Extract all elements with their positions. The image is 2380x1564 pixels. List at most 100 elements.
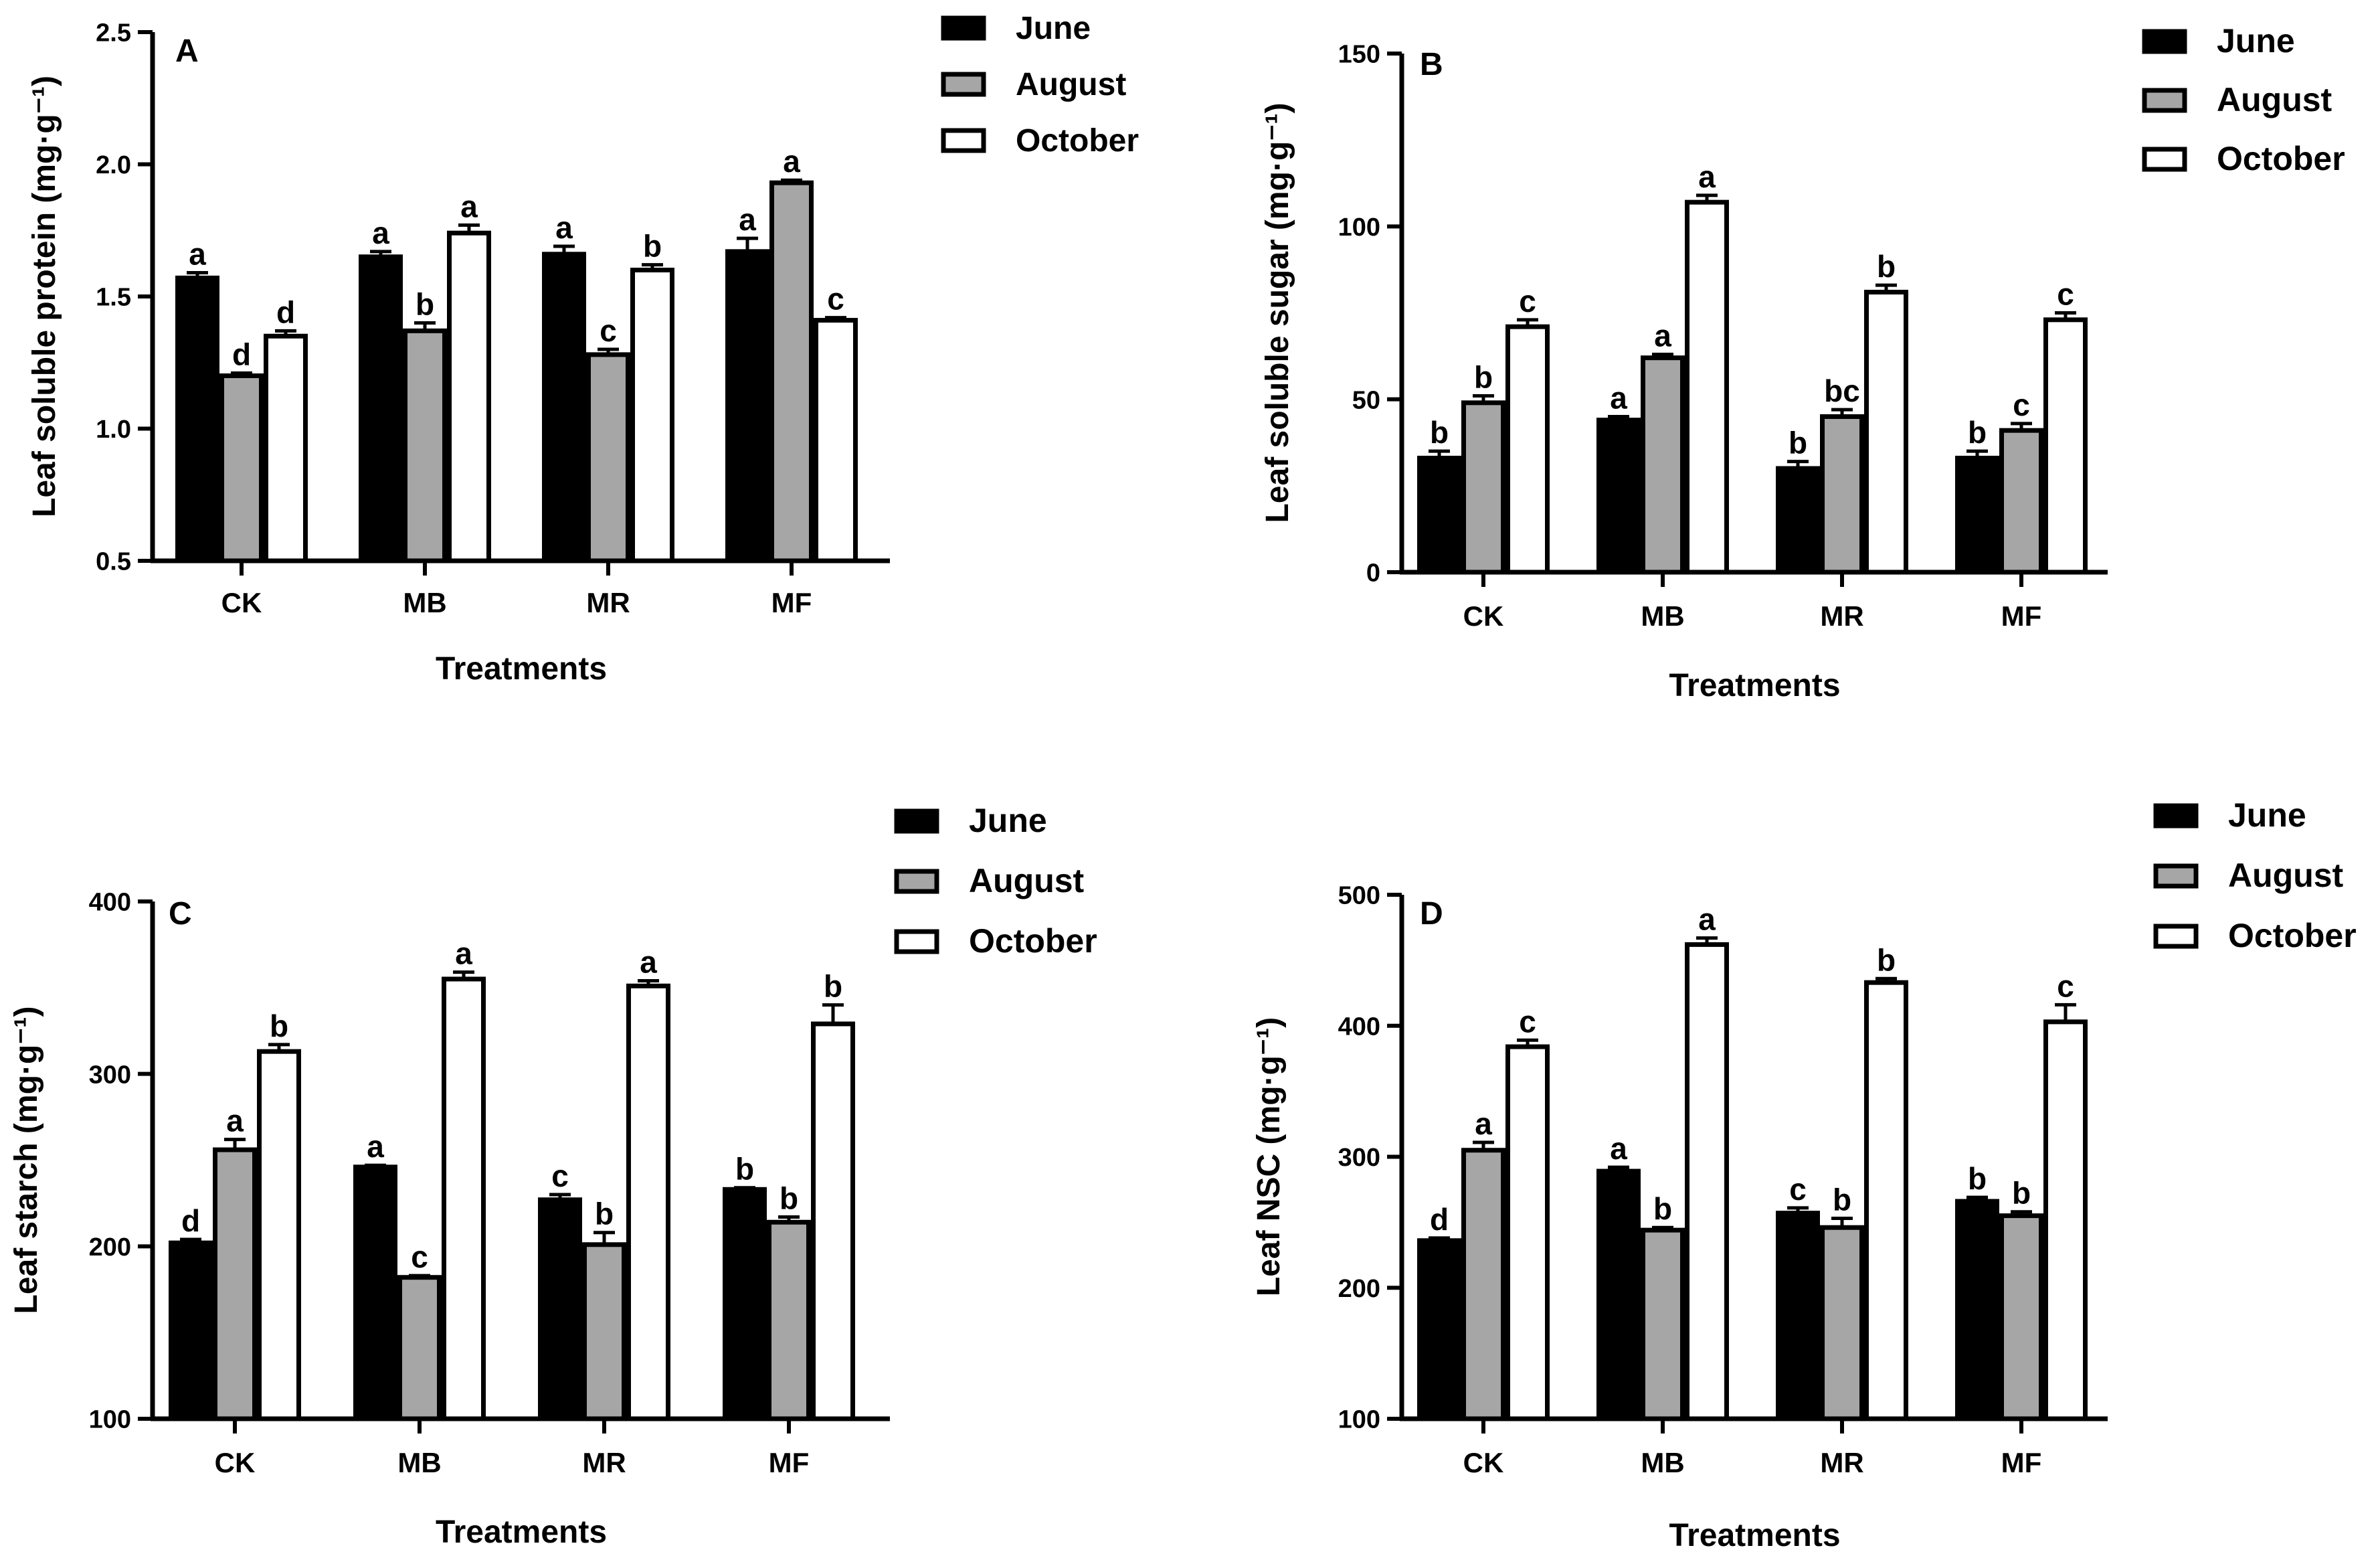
y-tick-label: 0.5	[96, 548, 131, 576]
panel-letter: B	[1420, 47, 1443, 82]
significance-letter: c	[2013, 387, 2030, 422]
legend-swatch	[894, 808, 939, 834]
significance-letter: d	[1430, 1202, 1449, 1237]
significance-letter: c	[1789, 1172, 1807, 1207]
y-tick-label: 200	[1338, 1275, 1380, 1303]
significance-letter: b	[1877, 249, 1896, 284]
bar-august-mf	[767, 1219, 811, 1421]
legend-label: October	[2217, 140, 2345, 177]
significance-letter: d	[276, 294, 295, 329]
bar-june-mr	[542, 252, 586, 563]
bar-october-mr	[1864, 290, 1908, 575]
significance-letter: b	[780, 1181, 798, 1216]
y-tick-label: 300	[89, 1061, 131, 1089]
bar-august-mf	[1999, 428, 2043, 575]
significance-letter: c	[411, 1239, 428, 1274]
significance-letter: b	[1430, 415, 1449, 450]
bar-october-mr	[626, 983, 670, 1421]
bar-june-mb	[1596, 418, 1641, 575]
significance-letter: a	[460, 189, 478, 224]
significance-letter: c	[600, 313, 617, 348]
bar-june-mf	[1955, 456, 1999, 575]
legend-swatch	[2142, 29, 2187, 54]
y-axis-label: Leaf soluble sugar (mg·g⁻¹)	[1260, 102, 1295, 523]
x-category-label: MF	[2001, 1447, 2042, 1478]
legend-label: June	[1016, 11, 1091, 46]
legend-label: August	[2217, 81, 2332, 118]
bar-october-mf	[814, 318, 858, 563]
bar-august-mr	[1820, 1225, 1864, 1421]
bar-october-ck	[264, 333, 308, 563]
y-tick-label: 2.5	[96, 19, 131, 48]
legend-swatch	[894, 929, 939, 954]
significance-letter: b	[735, 1152, 754, 1187]
chart-panel-d: 100 200 300 400 500 D Leaf NSC (mg·g⁻¹) Treatme…	[1251, 796, 2357, 1553]
x-category-label: CK	[215, 1447, 256, 1478]
x-category-label: MB	[1641, 1447, 1684, 1478]
y-tick-label: 200	[89, 1233, 131, 1262]
significance-letter: a	[1698, 902, 1716, 937]
legend-swatch	[941, 128, 986, 153]
x-category-label: MF	[769, 1447, 810, 1478]
significance-letter: c	[551, 1158, 569, 1193]
bar-june-mb	[1596, 1168, 1641, 1421]
bar-june-ck	[1417, 1238, 1461, 1421]
significance-letter: b	[270, 1009, 288, 1043]
chart-panel-c: 100 200 300 400 C Leaf starch (mg·g⁻¹) Treatme…	[9, 802, 1097, 1550]
bar-august-mr	[1820, 414, 1864, 575]
significance-letter: b	[595, 1197, 614, 1231]
y-axis-label: Leaf NSC (mg·g⁻¹)	[1251, 1017, 1287, 1296]
bar-august-mb	[403, 328, 447, 563]
legend-label: August	[969, 862, 1085, 899]
bar-august-ck	[1461, 1148, 1505, 1421]
significance-letter: a	[1654, 319, 1671, 353]
significance-letter: b	[1789, 426, 1807, 460]
significance-letter: b	[416, 287, 434, 322]
y-tick-label: 100	[1338, 213, 1380, 242]
significance-letter: a	[555, 210, 573, 245]
significance-letter: a	[739, 202, 756, 237]
bar-june-mb	[353, 1164, 397, 1421]
x-category-label: CK	[1463, 1447, 1504, 1478]
significance-letter: a	[783, 144, 800, 179]
significance-letter: d	[232, 337, 251, 372]
x-category-label: MB	[397, 1447, 441, 1478]
significance-letter: b	[1653, 1191, 1672, 1226]
significance-letter: b	[1877, 942, 1896, 977]
significance-letter: b	[1968, 415, 1987, 450]
y-tick-label: 300	[1338, 1144, 1380, 1172]
y-axis-label: Leaf starch (mg·g⁻¹)	[9, 1006, 44, 1314]
x-axis-label: Treatments	[1669, 668, 1840, 703]
significance-letter: a	[1475, 1106, 1492, 1141]
y-tick-label: 500	[1338, 882, 1380, 910]
bar-june-mf	[1955, 1199, 1999, 1421]
significance-letter: a	[372, 215, 389, 250]
x-category-label: MR	[582, 1447, 626, 1478]
legend-swatch	[2153, 803, 2199, 829]
bar-june-mf	[723, 1187, 767, 1421]
panel-letter: C	[169, 896, 192, 932]
y-tick-label: 400	[1338, 1013, 1380, 1041]
bar-august-ck	[213, 1147, 257, 1421]
significance-letter: b	[1968, 1161, 1987, 1196]
legend-swatch	[941, 15, 986, 41]
x-category-label: MF	[2001, 600, 2042, 632]
bar-october-mf	[2043, 1019, 2088, 1421]
significance-letter: b	[824, 969, 842, 1004]
x-category-label: MF	[771, 587, 812, 618]
y-tick-label: 1.0	[96, 416, 131, 444]
y-tick-label: 400	[89, 889, 131, 917]
x-category-label: MR	[586, 587, 630, 618]
bar-june-mr	[538, 1197, 582, 1421]
significance-letter: c	[1519, 284, 1536, 319]
bar-june-mr	[1776, 466, 1820, 575]
x-axis-label: Treatments	[436, 1514, 607, 1550]
legend-label: June	[969, 802, 1047, 839]
significance-letter: a	[226, 1104, 244, 1138]
significance-letter: b	[643, 229, 662, 264]
panel-letter: A	[175, 33, 199, 69]
legend-label: October	[2228, 917, 2357, 954]
chart-panel-b: 0 50 100 150 B Leaf soluble sugar (mg·g⁻¹) Tre…	[1260, 22, 2345, 703]
x-category-label: CK	[221, 587, 262, 618]
